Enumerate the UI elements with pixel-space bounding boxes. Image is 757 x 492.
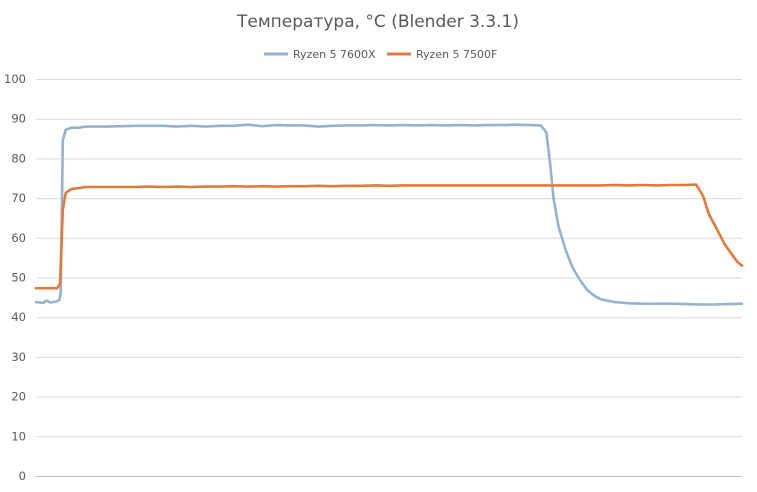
y-tick-label: 40: [11, 310, 26, 324]
y-tick-label: 80: [11, 151, 26, 165]
y-tick-label: 70: [11, 191, 26, 205]
chart-title: Температура, °C (Blender 3.3.1): [236, 12, 519, 32]
legend-label-1: Ryzen 5 7600X: [293, 48, 376, 61]
legend: Ryzen 5 7600X Ryzen 5 7500F: [264, 48, 497, 61]
gridlines: [36, 79, 742, 438]
y-tick-label: 90: [11, 112, 26, 126]
y-tick-label: 30: [11, 350, 26, 364]
y-axis-ticks: 0 10 20 30 40 50 60 70 80 90 100: [4, 72, 26, 483]
series-group: [34, 123, 744, 306]
series-line-2: [34, 183, 744, 290]
y-tick-label: 50: [11, 271, 26, 285]
series-line-1: [34, 123, 744, 306]
y-tick-label: 10: [11, 429, 26, 443]
legend-label-2: Ryzen 5 7500F: [416, 48, 497, 61]
y-tick-label: 20: [11, 390, 26, 404]
y-tick-label: 100: [4, 72, 26, 86]
y-tick-label: 0: [19, 469, 26, 483]
y-tick-label: 60: [11, 231, 26, 245]
